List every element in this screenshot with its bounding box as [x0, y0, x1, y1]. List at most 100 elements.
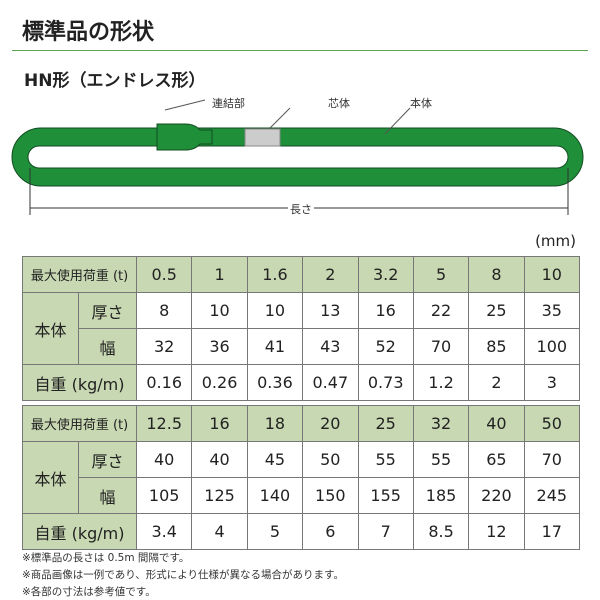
load-cell: 18 [246, 405, 304, 442]
thickness-cell: 35 [523, 292, 581, 329]
load-cell: 20 [302, 405, 359, 442]
width-cell: 140 [246, 477, 304, 514]
weight-cell: 0.36 [246, 364, 304, 401]
note: ※商品画像は一例であり、形式により仕様が異なる場合があります。 [22, 569, 345, 581]
joint-pointer [164, 99, 206, 111]
section-title: HN形（エンドレス形） [24, 71, 206, 91]
load-cell: 40 [468, 405, 525, 442]
thickness-cell: 50 [302, 441, 359, 478]
table-row: 最大使用荷重 (t) 0.5 1 1.6 2 3.2 5 8 10 [22, 256, 581, 293]
load-cell: 5 [412, 256, 470, 293]
thickness-cell: 40 [191, 441, 248, 478]
thickness-cell: 45 [246, 441, 304, 478]
core-pointer [269, 107, 291, 129]
body-header: 本体 [22, 441, 79, 514]
thickness-cell: 10 [191, 292, 248, 329]
table-row: 幅 32 36 41 43 52 70 85 100 [23, 328, 581, 365]
body-label: 本体 [410, 97, 432, 110]
width-cell: 52 [357, 328, 414, 365]
load-cell: 1.6 [246, 256, 304, 293]
load-header: 最大使用荷重 (t) [22, 405, 137, 442]
width-cell: 85 [468, 328, 525, 365]
thickness-cell: 13 [302, 292, 359, 329]
weight-cell: 0.47 [302, 364, 359, 401]
width-cell: 100 [523, 328, 581, 365]
weight-cell: 5 [246, 513, 304, 550]
weight-header: 自重 (kg/m) [22, 513, 137, 550]
spec-table-1: 最大使用荷重 (t) 0.5 1 1.6 2 3.2 5 8 10 本体 厚さ 8 10 10 13 1… [22, 256, 581, 401]
thickness-header: 厚さ [78, 292, 137, 329]
table-row: 自重 (kg/m) 3.4 4 5 6 7 8.5 12 17 [22, 513, 581, 550]
title-divider [12, 50, 588, 51]
table-row: 自重 (kg/m) 0.16 0.26 0.36 0.47 0.73 1.2 2 3 [22, 364, 581, 401]
load-cell: 0.5 [135, 256, 193, 293]
load-cell: 2 [302, 256, 359, 293]
weight-cell: 17 [523, 513, 581, 550]
load-cell: 50 [523, 405, 581, 442]
thickness-cell: 10 [246, 292, 304, 329]
load-cell: 32 [412, 405, 470, 442]
width-cell: 36 [191, 328, 248, 365]
weight-cell: 3 [523, 364, 581, 401]
joint-part [156, 123, 213, 151]
thickness-cell: 55 [412, 441, 470, 478]
body-pointer [384, 107, 411, 135]
width-cell: 185 [412, 477, 470, 514]
weight-cell: 2 [468, 364, 525, 401]
width-cell: 150 [302, 477, 359, 514]
weight-header: 自重 (kg/m) [22, 364, 137, 401]
table-row: 最大使用荷重 (t) 12.5 16 18 20 25 32 40 50 [22, 405, 581, 442]
width-cell: 43 [302, 328, 359, 365]
thickness-cell: 8 [135, 292, 193, 329]
load-header: 最大使用荷重 (t) [22, 256, 137, 293]
weight-cell: 6 [302, 513, 359, 550]
table-row: 幅 105 125 140 150 155 185 220 245 [23, 477, 581, 514]
weight-cell: 0.16 [135, 364, 193, 401]
thickness-header: 厚さ [78, 441, 137, 478]
width-cell: 70 [412, 328, 470, 365]
load-cell: 10 [523, 256, 581, 293]
weight-cell: 12 [468, 513, 525, 550]
core-part [244, 128, 281, 147]
width-cell: 41 [246, 328, 304, 365]
joint-label: 連結部 [212, 97, 245, 110]
load-cell: 25 [357, 405, 414, 442]
thickness-cell: 16 [357, 292, 414, 329]
width-cell: 245 [523, 477, 581, 514]
unit-label: (mm) [535, 232, 576, 250]
note: ※標準品の長さは 0.5m 間隔です。 [22, 552, 190, 564]
width-cell: 155 [357, 477, 414, 514]
sling-inner [27, 145, 569, 169]
weight-cell: 0.26 [191, 364, 248, 401]
load-cell: 16 [191, 405, 248, 442]
body-header: 本体 [22, 292, 79, 365]
spec-table-2: 最大使用荷重 (t) 12.5 16 18 20 25 32 40 50 本体 厚さ 40 40 4… [22, 405, 581, 550]
width-cell: 32 [135, 328, 193, 365]
table-row: 本体 厚さ 8 10 10 13 16 22 25 35 [22, 292, 581, 365]
thickness-cell: 65 [468, 441, 525, 478]
sling-diagram [11, 99, 584, 215]
core-label: 芯体 [328, 97, 350, 110]
table-row: 本体 厚さ 40 40 45 50 55 55 65 70 [22, 441, 581, 514]
load-cell: 12.5 [135, 405, 193, 442]
width-cell: 220 [468, 477, 525, 514]
weight-cell: 0.73 [357, 364, 414, 401]
load-cell: 3.2 [357, 256, 414, 293]
width-cell: 125 [191, 477, 248, 514]
weight-cell: 7 [357, 513, 414, 550]
weight-cell: 3.4 [135, 513, 193, 550]
width-header: 幅 [78, 328, 137, 365]
width-header: 幅 [78, 477, 137, 514]
weight-cell: 4 [191, 513, 248, 550]
weight-cell: 1.2 [412, 364, 470, 401]
load-cell: 8 [468, 256, 525, 293]
load-cell: 1 [191, 256, 248, 293]
page-title: 標準品の形状 [22, 20, 155, 45]
thickness-cell: 40 [135, 441, 193, 478]
width-cell: 105 [135, 477, 193, 514]
length-label: 長さ [288, 201, 314, 217]
thickness-cell: 55 [357, 441, 414, 478]
thickness-cell: 22 [412, 292, 470, 329]
thickness-cell: 70 [523, 441, 581, 478]
thickness-cell: 25 [468, 292, 525, 329]
